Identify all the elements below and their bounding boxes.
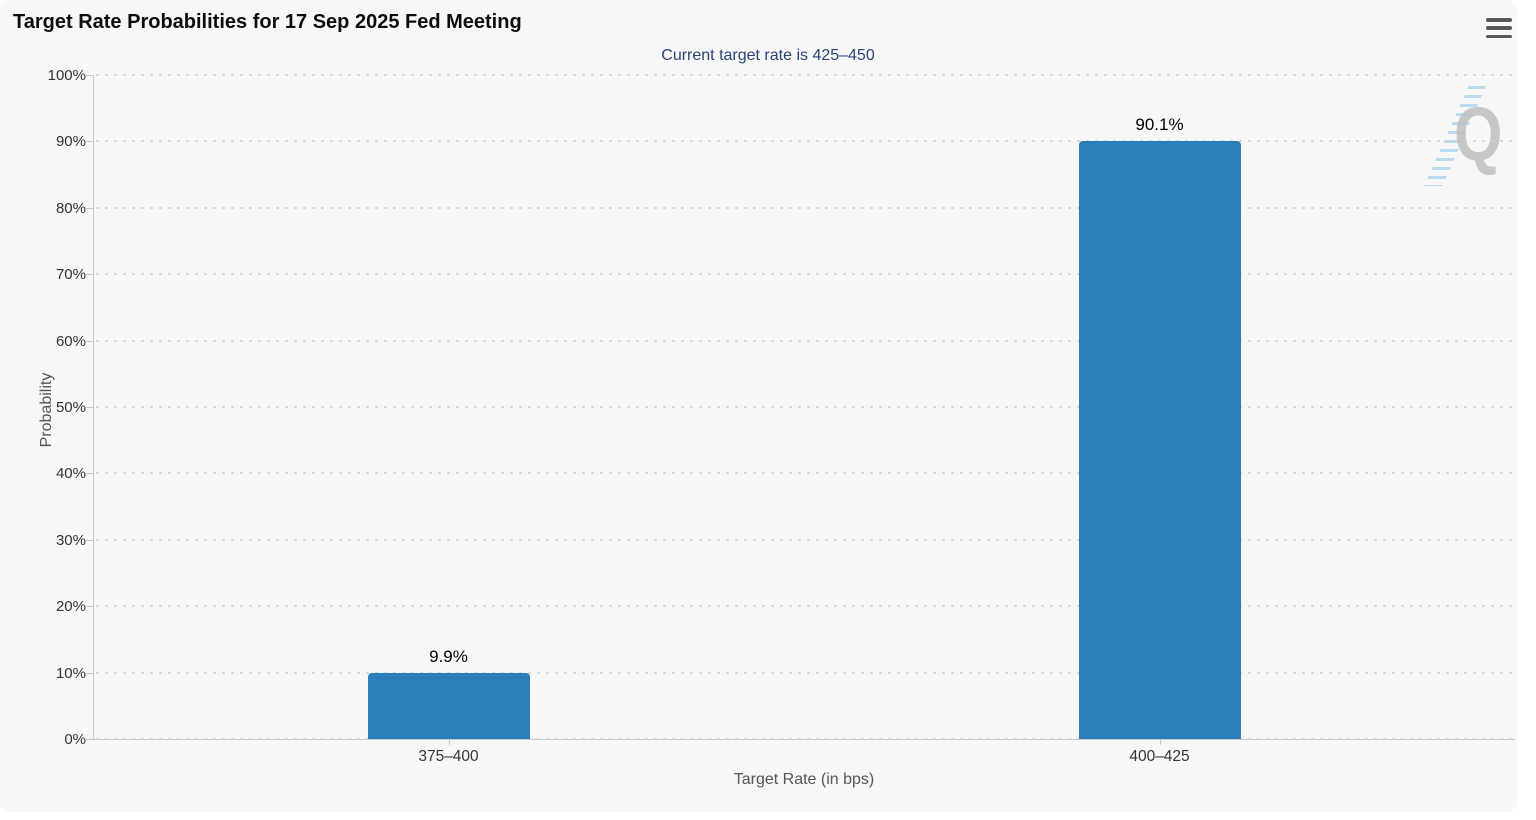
y-axis-tick [86, 739, 93, 740]
gridline [93, 538, 1515, 541]
y-axis-tick [86, 340, 93, 342]
y-tick-label: 90% [55, 133, 86, 151]
y-axis-tick [86, 407, 93, 408]
hamburger-bar [1486, 18, 1512, 22]
chart-subtitle: Current target rate is 425–450 [661, 47, 875, 64]
y-tick-label: 40% [55, 465, 86, 483]
y-axis-tick [86, 75, 93, 76]
y-axis-tick [86, 274, 93, 276]
y-axis-tick [86, 539, 93, 541]
bar-value-label: 9.9% [429, 647, 468, 667]
y-axis-title: Probability [38, 372, 55, 448]
y-axis-tick [86, 606, 93, 608]
y-axis-tick [86, 473, 93, 475]
gridline [93, 206, 1515, 209]
x-axis-title: Target Rate (in bps) [733, 771, 875, 788]
chart-title: Target Rate Probabilities for 17 Sep 202… [13, 11, 522, 33]
plot-area: 0% 10% 20% 30% 40% 50% 60% 70% 80% 90% 100% 9.9% 37… [38, 67, 1515, 765]
gridline [93, 140, 1515, 143]
y-tick-label: 0% [64, 731, 86, 748]
y-tick-label: 70% [55, 266, 86, 284]
gridline [93, 738, 1515, 740]
y-tick-label: 30% [55, 531, 86, 549]
y-axis-tick [86, 672, 93, 674]
gridline [93, 74, 1515, 76]
hamburger-bar [1486, 34, 1512, 38]
y-tick-label: 80% [55, 199, 86, 217]
x-category-label: 400–425 [1129, 748, 1190, 765]
gridline [93, 406, 1515, 408]
y-tick-label: 20% [55, 598, 86, 616]
x-category-label: 375–400 [418, 748, 479, 765]
hamburger-bar [1486, 26, 1512, 30]
bar-375–400[interactable] [367, 673, 530, 739]
x-axis-tick [1159, 739, 1161, 745]
y-tick-label: 60% [55, 332, 86, 350]
gridline [93, 472, 1515, 475]
y-axis-tick [86, 141, 93, 143]
bar-value-label: 90.1% [1135, 114, 1184, 134]
x-axis-tick [448, 739, 450, 745]
gridline [93, 605, 1515, 608]
gridline [93, 671, 1515, 674]
y-tick-label: 100% [47, 67, 86, 84]
y-axis-tick [86, 207, 93, 209]
bar-400–425[interactable] [1078, 140, 1241, 739]
gridline [93, 273, 1515, 276]
gridline [93, 339, 1515, 342]
hamburger-menu-icon[interactable] [1486, 17, 1512, 39]
y-tick-label: 10% [55, 664, 86, 682]
y-tick-label: 50% [55, 399, 86, 416]
chart-card: Target Rate Probabilities for 17 Sep 202… [13, 11, 1515, 788]
